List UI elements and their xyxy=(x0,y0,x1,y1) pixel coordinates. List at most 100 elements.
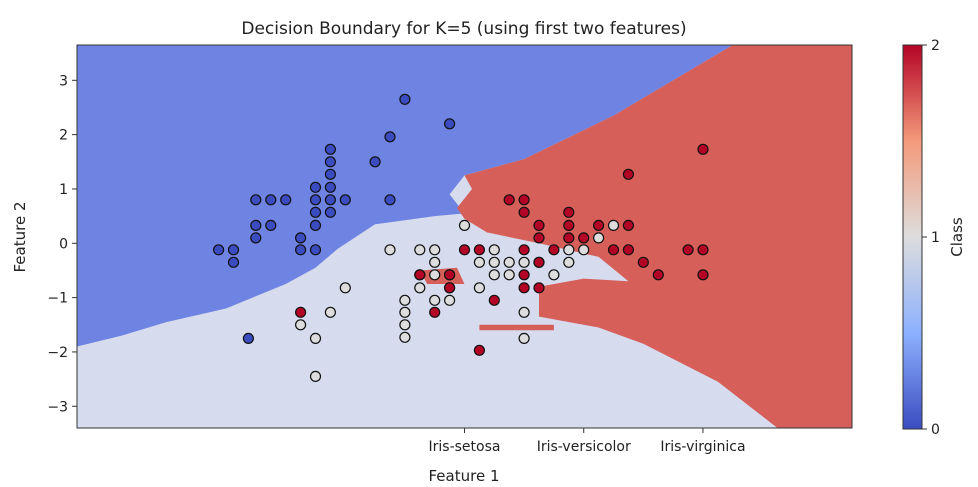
data-point-class-2 xyxy=(533,219,545,231)
data-point-class-0 xyxy=(324,181,336,193)
data-point-class-0 xyxy=(227,244,240,256)
data-point-class-2 xyxy=(563,232,575,244)
data-point-class-2 xyxy=(682,244,694,256)
data-point-class-0 xyxy=(250,232,262,244)
data-point-class-1 xyxy=(429,294,441,306)
data-point-class-1 xyxy=(429,269,441,281)
data-point-class-0 xyxy=(309,219,322,231)
data-point-class-2 xyxy=(473,244,485,256)
data-point-class-1 xyxy=(429,256,441,268)
data-point-class-2 xyxy=(518,244,530,256)
region-class-2-patch xyxy=(725,381,770,407)
data-point-class-2 xyxy=(592,219,605,231)
region-class-2 xyxy=(457,45,852,428)
data-point-class-2 xyxy=(518,206,530,218)
data-point-class-0 xyxy=(399,93,411,105)
data-point-class-0 xyxy=(213,244,225,256)
data-point-class-2 xyxy=(563,206,575,218)
data-point-class-2 xyxy=(637,256,649,268)
data-point-class-1 xyxy=(324,306,336,318)
region-class-2-patch xyxy=(479,324,554,331)
data-point-class-2 xyxy=(533,232,545,244)
data-point-class-0 xyxy=(227,256,240,268)
data-point-class-1 xyxy=(399,331,411,343)
data-point-class-2 xyxy=(518,194,530,206)
data-point-class-1 xyxy=(444,294,456,306)
y-axis: −3 −2 −1 0 1 2 3 xyxy=(47,73,77,415)
data-point-class-1 xyxy=(473,256,485,268)
data-point-class-1 xyxy=(488,256,500,268)
data-point-class-1 xyxy=(384,244,396,256)
data-point-class-0 xyxy=(324,206,336,218)
region-class-2-patch xyxy=(419,267,465,284)
data-point-class-0 xyxy=(324,194,336,206)
data-point-class-1 xyxy=(503,269,515,281)
colorbar-tick-label: 2 xyxy=(931,38,940,54)
data-point-class-2 xyxy=(429,306,441,318)
data-point-class-2 xyxy=(548,244,560,256)
y-tick-label: 2 xyxy=(59,128,68,144)
data-point-class-1 xyxy=(339,282,351,294)
data-point-class-2 xyxy=(697,269,709,281)
data-point-class-2 xyxy=(697,244,709,256)
data-point-class-1 xyxy=(399,319,411,331)
data-point-class-0 xyxy=(250,194,262,206)
data-point-class-1 xyxy=(458,219,471,231)
data-point-class-2 xyxy=(697,143,709,155)
colorbar-tick-label: 0 xyxy=(931,422,940,438)
data-point-class-0 xyxy=(309,206,322,218)
data-point-class-2 xyxy=(295,306,307,318)
data-point-class-0 xyxy=(324,156,336,168)
data-point-class-2 xyxy=(578,232,590,244)
data-point-class-1 xyxy=(399,306,411,318)
data-point-class-1 xyxy=(473,282,485,294)
colorbar: 0 1 2 Class xyxy=(902,38,966,438)
data-point-class-2 xyxy=(444,282,456,294)
data-point-class-1 xyxy=(399,294,411,306)
data-point-class-0 xyxy=(384,194,396,206)
data-point-class-2 xyxy=(533,282,545,294)
data-point-class-1 xyxy=(503,256,515,268)
data-point-class-2 xyxy=(473,344,485,356)
data-point-class-2 xyxy=(533,256,545,268)
x-axis: Iris-setosa Iris-versicolor Iris-virginica xyxy=(429,428,746,455)
y-axis-label: Feature 2 xyxy=(11,202,29,273)
colorbar-label: Class xyxy=(948,217,966,257)
data-point-class-2 xyxy=(414,269,426,281)
data-point-class-0 xyxy=(309,194,322,206)
data-point-class-0 xyxy=(265,219,277,231)
data-point-class-2 xyxy=(518,269,530,281)
data-point-class-0 xyxy=(295,232,307,244)
data-point-class-1 xyxy=(607,219,620,231)
data-point-class-1 xyxy=(518,306,530,318)
data-point-class-2 xyxy=(652,269,664,281)
x-tick-label: Iris-versicolor xyxy=(537,439,631,455)
data-point-class-1 xyxy=(548,269,560,281)
data-point-class-2 xyxy=(458,244,471,256)
data-point-class-1 xyxy=(518,256,530,268)
data-point-class-1 xyxy=(488,269,500,281)
data-point-class-0 xyxy=(265,194,277,206)
data-point-class-2 xyxy=(563,219,575,231)
data-point-class-0 xyxy=(369,156,381,168)
data-point-class-0 xyxy=(324,143,336,155)
data-point-class-1 xyxy=(518,332,530,344)
y-tick-label: −2 xyxy=(47,345,68,361)
data-point-class-2 xyxy=(488,294,500,306)
y-tick-label: 1 xyxy=(59,182,68,198)
chart-title: Decision Boundary for K=5 (using first t… xyxy=(241,19,686,39)
data-point-class-0 xyxy=(384,131,396,143)
x-tick-label: Iris-virginica xyxy=(660,439,745,455)
data-point-class-0 xyxy=(280,194,292,206)
region-class-0 xyxy=(77,45,733,347)
data-point-class-1 xyxy=(295,319,307,331)
data-point-class-0 xyxy=(250,219,262,231)
x-axis-label: Feature 1 xyxy=(429,467,500,485)
data-point-class-2 xyxy=(444,269,456,281)
data-point-class-2 xyxy=(503,194,515,206)
y-tick-label: 3 xyxy=(59,73,68,89)
data-point-class-1 xyxy=(592,232,605,244)
plot-area xyxy=(77,45,852,428)
data-point-class-1 xyxy=(563,244,575,256)
